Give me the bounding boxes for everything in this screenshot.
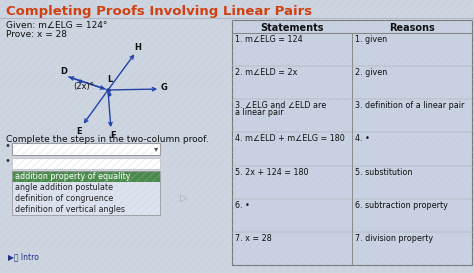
Text: 5. 2x + 124 = 180: 5. 2x + 124 = 180 bbox=[235, 168, 309, 177]
Text: 6. •: 6. • bbox=[235, 201, 250, 210]
Text: H: H bbox=[135, 43, 141, 52]
Bar bbox=[12, 143, 160, 155]
Text: addition property of equality: addition property of equality bbox=[15, 172, 130, 181]
Bar bbox=[12, 158, 160, 169]
Text: 7. division property: 7. division property bbox=[355, 234, 433, 243]
Text: ▾: ▾ bbox=[154, 144, 158, 153]
Text: E: E bbox=[76, 127, 82, 136]
Text: L: L bbox=[108, 76, 113, 85]
Text: ▶⧵ Intro: ▶⧵ Intro bbox=[8, 252, 39, 261]
Text: ▷: ▷ bbox=[180, 193, 188, 203]
Text: •: • bbox=[5, 156, 11, 166]
Text: definition of congruence: definition of congruence bbox=[15, 194, 113, 203]
Bar bbox=[232, 20, 472, 265]
Bar bbox=[12, 204, 160, 215]
Text: Prove: x = 28: Prove: x = 28 bbox=[6, 30, 67, 39]
Text: •: • bbox=[5, 141, 11, 151]
Text: 3. ∠ELG and ∠ELD are: 3. ∠ELG and ∠ELD are bbox=[235, 101, 326, 110]
Text: 1. given: 1. given bbox=[355, 35, 387, 44]
Text: 5. substitution: 5. substitution bbox=[355, 168, 412, 177]
Text: Completing Proofs Involving Linear Pairs: Completing Proofs Involving Linear Pairs bbox=[6, 5, 312, 18]
Text: F: F bbox=[110, 132, 116, 141]
Text: D: D bbox=[61, 67, 67, 76]
Text: 4. •: 4. • bbox=[355, 134, 370, 143]
Bar bbox=[232, 20, 472, 265]
Text: 7. x = 28: 7. x = 28 bbox=[235, 234, 272, 243]
Bar bbox=[12, 193, 160, 204]
Text: 4. m∠ELD + m∠ELG = 180: 4. m∠ELD + m∠ELG = 180 bbox=[235, 134, 345, 143]
Text: G: G bbox=[161, 82, 167, 91]
Bar bbox=[12, 182, 160, 193]
Text: 6. subtraction property: 6. subtraction property bbox=[355, 201, 448, 210]
Text: Given: m∠ELG = 124°: Given: m∠ELG = 124° bbox=[6, 21, 108, 30]
Text: a linear pair: a linear pair bbox=[235, 108, 283, 117]
Text: Statements: Statements bbox=[260, 23, 324, 33]
Text: (2x)°: (2x)° bbox=[73, 82, 94, 91]
Text: 2. given: 2. given bbox=[355, 68, 387, 77]
Text: definition of vertical angles: definition of vertical angles bbox=[15, 205, 125, 214]
Text: angle addition postulate: angle addition postulate bbox=[15, 183, 113, 192]
Text: 3. definition of a linear pair: 3. definition of a linear pair bbox=[355, 101, 465, 110]
Bar bbox=[12, 171, 160, 215]
Text: Complete the steps in the two-column proof.: Complete the steps in the two-column pro… bbox=[6, 135, 209, 144]
Text: Reasons: Reasons bbox=[389, 23, 435, 33]
Text: 2. m∠ELD = 2x: 2. m∠ELD = 2x bbox=[235, 68, 297, 77]
Bar bbox=[12, 171, 160, 182]
Text: 1. m∠ELG = 124: 1. m∠ELG = 124 bbox=[235, 35, 302, 44]
